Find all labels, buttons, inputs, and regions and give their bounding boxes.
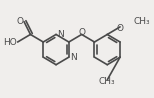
Text: CH₃: CH₃ bbox=[99, 77, 116, 86]
Text: O: O bbox=[78, 28, 85, 37]
Text: O: O bbox=[117, 24, 124, 33]
Text: HO: HO bbox=[3, 38, 17, 47]
Text: N: N bbox=[57, 30, 64, 39]
Text: N: N bbox=[70, 53, 77, 62]
Text: O: O bbox=[16, 17, 23, 26]
Text: CH₃: CH₃ bbox=[134, 17, 150, 26]
